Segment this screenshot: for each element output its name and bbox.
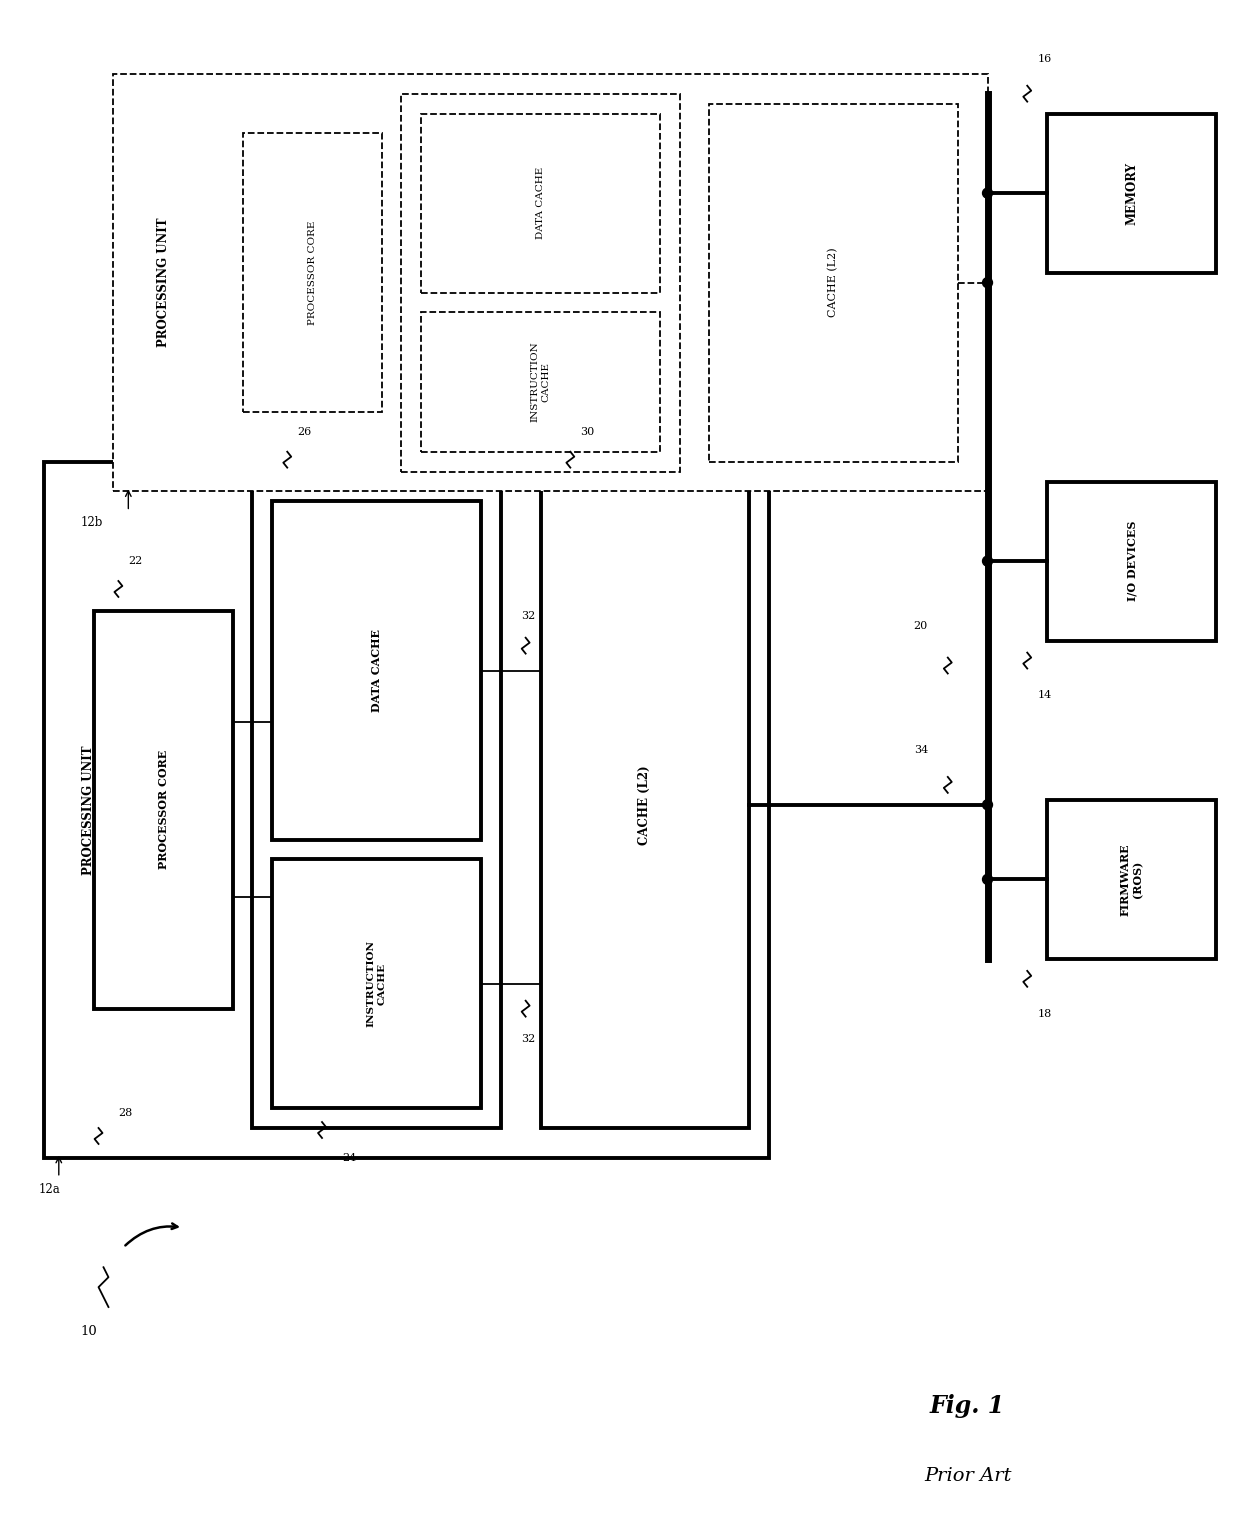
Bar <box>43 462 769 1158</box>
Bar <box>273 502 481 840</box>
Text: PROCESSOR CORE: PROCESSOR CORE <box>157 750 169 869</box>
Text: FIRMWARE
(ROS): FIRMWARE (ROS) <box>1120 843 1143 915</box>
Text: INSTRUCTION
CACHE: INSTRUCTION CACHE <box>367 941 387 1027</box>
Bar <box>113 73 987 491</box>
Bar <box>1047 800 1216 959</box>
Bar <box>253 482 501 1128</box>
Text: 32: 32 <box>521 1033 534 1043</box>
Text: 34: 34 <box>914 745 928 756</box>
Circle shape <box>982 277 992 288</box>
Text: 32: 32 <box>521 610 534 621</box>
Text: DATA CACHE: DATA CACHE <box>371 629 382 711</box>
Text: MEMORY: MEMORY <box>1125 162 1138 225</box>
Text: I/O DEVICES: I/O DEVICES <box>1126 520 1137 601</box>
Text: DATA CACHE: DATA CACHE <box>536 167 546 239</box>
Text: 22: 22 <box>128 555 143 566</box>
Text: 28: 28 <box>118 1108 133 1118</box>
Text: CACHE (L2): CACHE (L2) <box>639 765 651 845</box>
Text: 24: 24 <box>342 1152 356 1163</box>
Bar <box>273 860 481 1108</box>
Text: Prior Art: Prior Art <box>924 1467 1012 1486</box>
Circle shape <box>982 555 992 566</box>
Circle shape <box>982 188 992 197</box>
Text: 26: 26 <box>298 427 311 438</box>
Text: 10: 10 <box>81 1325 97 1339</box>
Bar <box>243 133 382 412</box>
Bar <box>541 482 749 1128</box>
Text: 12a: 12a <box>38 1183 61 1196</box>
Text: PROCESSOR CORE: PROCESSOR CORE <box>308 220 316 324</box>
Text: 18: 18 <box>1037 1008 1052 1019</box>
Text: 20: 20 <box>914 621 928 630</box>
Bar <box>422 312 660 451</box>
Bar <box>422 113 660 292</box>
Bar <box>709 104 957 462</box>
Text: Fig. 1: Fig. 1 <box>930 1394 1006 1418</box>
Circle shape <box>982 800 992 809</box>
Text: 30: 30 <box>580 427 594 438</box>
Text: 16: 16 <box>1037 54 1052 64</box>
Bar <box>402 93 680 471</box>
Text: INSTRUCTION
CACHE: INSTRUCTION CACHE <box>531 341 551 422</box>
Text: PROCESSING UNIT: PROCESSING UNIT <box>82 745 95 875</box>
Bar <box>93 610 233 1008</box>
Bar <box>1047 482 1216 641</box>
Text: 12b: 12b <box>81 516 103 529</box>
Bar <box>1047 113 1216 272</box>
Circle shape <box>982 875 992 884</box>
Text: PROCESSING UNIT: PROCESSING UNIT <box>156 217 170 347</box>
Text: CACHE (L2): CACHE (L2) <box>828 248 838 317</box>
Text: 14: 14 <box>1037 690 1052 701</box>
